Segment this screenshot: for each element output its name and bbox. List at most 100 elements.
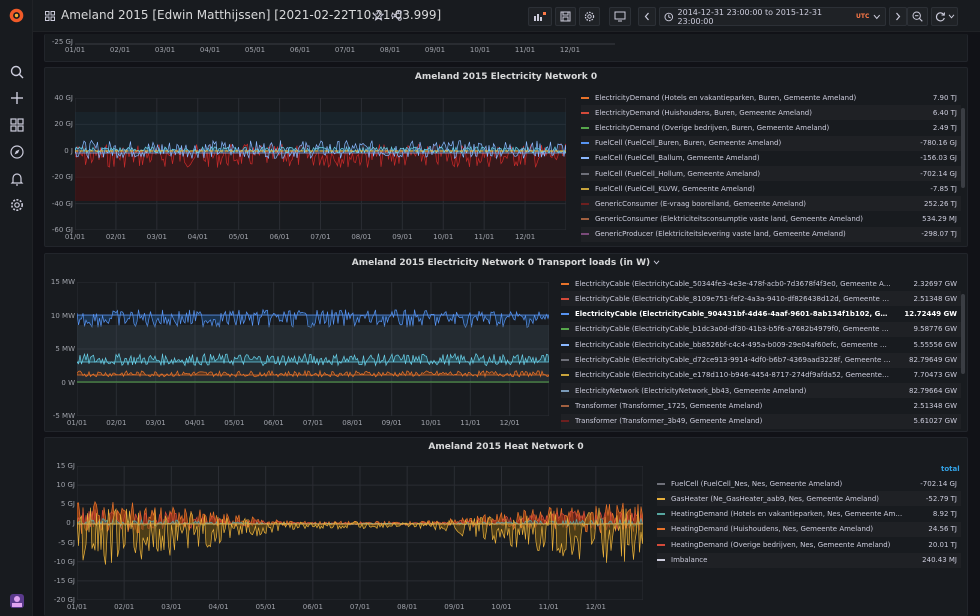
xtick-label: 11/01 — [514, 46, 536, 54]
legend-series-name[interactable]: Transformer (Transformer_1725, Gemeente … — [575, 401, 763, 410]
legend-series-name[interactable]: HeatingDemand (Overige bedrijven, Nes, G… — [671, 540, 891, 549]
legend-series-value: 24.56 TJ — [928, 525, 957, 534]
legend-item[interactable]: FuelCell (FuelCell_KLVW, Gemeente Amelan… — [581, 181, 961, 196]
legend-color-swatch — [561, 297, 569, 300]
user-avatar-icon[interactable] — [8, 592, 25, 609]
legend-item[interactable]: GasHeater (Ne_GasHeater_aab9, Nes, Gemee… — [657, 491, 961, 507]
dashboard-settings-button[interactable] — [579, 7, 600, 26]
panel2-legend-scrollbar[interactable] — [961, 294, 965, 374]
chevron-down-icon — [873, 14, 881, 19]
legend-color-swatch — [561, 389, 569, 392]
time-forward-button[interactable] — [889, 7, 907, 26]
legend-series-name[interactable]: HeatingDemand (Huishoudens, Nes, Gemeent… — [671, 525, 874, 534]
legend-item[interactable]: Transformer (Transformer_1725, Gemeente … — [561, 398, 961, 413]
legend-item[interactable]: ElectricityCable (ElectricityCable_d72ce… — [561, 352, 961, 368]
electricity-network-panel[interactable]: Ameland 2015 Electricity Network 0 40 GJ… — [44, 67, 968, 247]
alerting-icon[interactable] — [8, 170, 25, 187]
explore-icon[interactable] — [8, 143, 25, 160]
panel1-timeseries-plot[interactable] — [75, 98, 566, 230]
legend-item[interactable]: ElectricityCable (ElectricityCable_e178d… — [561, 368, 961, 383]
transport-loads-panel[interactable]: Ameland 2015 Electricity Network 0 Trans… — [44, 253, 968, 432]
legend-item[interactable]: Transformer (Transformer_3b49, Gemeente … — [561, 413, 961, 429]
legend-item[interactable]: GenericConsumer (Elektriciteitsconsumpti… — [581, 212, 961, 227]
legend-item[interactable]: ElectricityDemand (Huishoudens, Buren, G… — [581, 105, 961, 121]
legend-series-name[interactable]: GasHeater (Ne_GasHeater_aab9, Nes, Gemee… — [671, 494, 880, 503]
legend-item[interactable]: HeatingDemand (Hotels en vakantieparken,… — [657, 507, 961, 522]
legend-item[interactable]: ElectricityDemand (Overige bedrijven, Bu… — [581, 120, 961, 135]
xtick-label: 05/01 — [228, 233, 249, 241]
legend-series-name[interactable]: ElectricityNetwork (ElectricityNetwork_b… — [575, 386, 807, 395]
legend-item[interactable]: ElectricityCable (ElectricityCable_90443… — [561, 307, 961, 322]
legend-item[interactable]: GenericProducer (Elektriciteitslevering … — [581, 226, 961, 242]
legend-color-swatch — [561, 328, 569, 331]
legend-item[interactable]: FuelCell (FuelCell_Hollum, Gemeente Amel… — [581, 166, 961, 181]
legend-item[interactable]: ElectricityCable (ElectricityCable_8109e… — [561, 291, 961, 307]
heat-network-panel[interactable]: Ameland 2015 Heat Network 0 15 GJ 10 GJ 5 … — [44, 437, 968, 616]
legend-series-name[interactable]: Imbalance — [671, 556, 708, 564]
legend-item[interactable]: ElectricityCable (ElectricityCable_50344… — [561, 276, 961, 291]
ytick-label: -20 GJ — [53, 596, 75, 604]
xtick-label: 05/01 — [244, 46, 266, 54]
legend-series-name[interactable]: GenericConsumer (E-vraag booreiland, Gem… — [595, 199, 807, 208]
star-icon[interactable] — [372, 9, 385, 23]
panel1-legend-scrollbar[interactable] — [961, 108, 965, 188]
grafana-logo-icon[interactable] — [8, 7, 25, 24]
legend-series-value: 240.43 MJ — [922, 556, 957, 564]
panel-title[interactable]: Ameland 2015 Electricity Network 0 — [414, 72, 598, 82]
legend-series-name[interactable]: ElectricityCable (ElectricityCable_d72ce… — [575, 356, 891, 364]
panel-title[interactable]: Ameland 2015 Electricity Network 0 Trans… — [45, 258, 967, 268]
legend-item[interactable]: ElectricityCable (ElectricityCable_b1dc3… — [561, 321, 961, 337]
plus-icon[interactable] — [8, 89, 25, 106]
legend-series-name[interactable]: FuelCell (FuelCell_Buren, Buren, Gemeent… — [595, 139, 782, 148]
panel3-timeseries-plot[interactable] — [77, 466, 643, 600]
legend-series-name[interactable]: Transformer (Transformer_3b49, Gemeente … — [575, 417, 763, 426]
refresh-button[interactable] — [931, 7, 958, 26]
legend-series-name[interactable]: ElectricityCable (ElectricityCable_e178d… — [575, 371, 891, 380]
xtick-label: 12/01 — [559, 46, 581, 54]
panel-title[interactable]: Ameland 2015 Heat Network 0 — [428, 442, 584, 452]
share-icon[interactable] — [391, 10, 402, 23]
dashboards-icon[interactable] — [8, 116, 25, 133]
add-panel-button[interactable] — [528, 7, 552, 26]
tv-mode-button[interactable] — [609, 7, 631, 26]
legend-item[interactable]: FuelCell (FuelCell_Ballum, Gemeente Amel… — [581, 151, 961, 166]
legend-item[interactable]: HeatingDemand (Overige bedrijven, Nes, G… — [657, 537, 961, 552]
ytick-label: 20 GJ — [54, 120, 73, 129]
legend-item[interactable]: ElectricityDemand (Hotels en vakantiepar… — [581, 90, 961, 105]
legend-series-name[interactable]: HeatingDemand (Hotels en vakantieparken,… — [671, 510, 903, 519]
legend-item[interactable]: ElectricityNetwork (ElectricityNetwork_b… — [561, 383, 961, 399]
legend-series-name[interactable]: ElectricityCable (ElectricityCable_bb852… — [575, 340, 891, 349]
panel-menu-chevron-icon[interactable] — [653, 260, 660, 265]
legend-series-name[interactable]: ElectricityDemand (Hotels en vakantiepar… — [595, 93, 857, 102]
legend-series-name[interactable]: ElectricityDemand (Overige bedrijven, Bu… — [595, 123, 830, 132]
dashboard-title[interactable]: Ameland 2015 [Edwin Matthijssen] [2021-0… — [61, 8, 442, 22]
legend-series-name[interactable]: GenericConsumer (Elektriciteitsconsumpti… — [595, 215, 863, 224]
legend-item[interactable]: ElectricityCable (ElectricityCable_bb852… — [561, 337, 961, 352]
panel2-timeseries-plot[interactable] — [77, 282, 549, 416]
settings-icon[interactable] — [8, 196, 25, 213]
legend-total-header[interactable]: total — [941, 465, 960, 473]
save-dashboard-button[interactable] — [555, 7, 576, 26]
legend-series-name[interactable]: ElectricityDemand (Huishoudens, Buren, G… — [595, 108, 812, 117]
legend-item[interactable]: GenericConsumer (E-vraag booreiland, Gem… — [581, 196, 961, 212]
legend-item[interactable]: FuelCell (FuelCell_Buren, Buren, Gemeent… — [581, 135, 961, 151]
legend-series-name[interactable]: FuelCell (FuelCell_KLVW, Gemeente Amelan… — [595, 184, 755, 193]
legend-series-name[interactable]: ElectricityCable (ElectricityCable_b1dc3… — [575, 325, 891, 334]
legend-color-swatch — [657, 528, 665, 531]
legend-series-name[interactable]: FuelCell (FuelCell_Nes, Nes, Gemeente Am… — [671, 479, 843, 488]
legend-series-name[interactable]: ElectricityCable (ElectricityCable_50344… — [575, 279, 891, 288]
legend-series-name[interactable]: GenericProducer (Elektriciteitslevering … — [595, 230, 846, 239]
legend-item[interactable]: FuelCell (FuelCell_Nes, Nes, Gemeente Am… — [657, 476, 961, 491]
legend-item[interactable]: HeatingDemand (Huishoudens, Nes, Gemeent… — [657, 521, 961, 537]
zoom-out-button[interactable] — [907, 7, 928, 26]
legend-series-name[interactable]: ElectricityCable (ElectricityCable_90443… — [575, 310, 891, 319]
time-back-button[interactable] — [638, 7, 656, 26]
legend-item[interactable]: Imbalance 240.43 MJ — [657, 552, 961, 568]
legend-series-name[interactable]: ElectricityCable (ElectricityCable_8109e… — [575, 294, 891, 303]
search-icon[interactable] — [8, 63, 25, 80]
time-range-picker[interactable]: 2014-12-31 23:00:00 to 2015-12-31 23:00:… — [659, 7, 886, 26]
ytick-label: 40 GJ — [54, 94, 73, 102]
legend-series-name[interactable]: FuelCell (FuelCell_Ballum, Gemeente Amel… — [595, 154, 760, 163]
legend-series-name[interactable]: FuelCell (FuelCell_Hollum, Gemeente Amel… — [595, 169, 761, 178]
save-icon — [560, 11, 571, 22]
